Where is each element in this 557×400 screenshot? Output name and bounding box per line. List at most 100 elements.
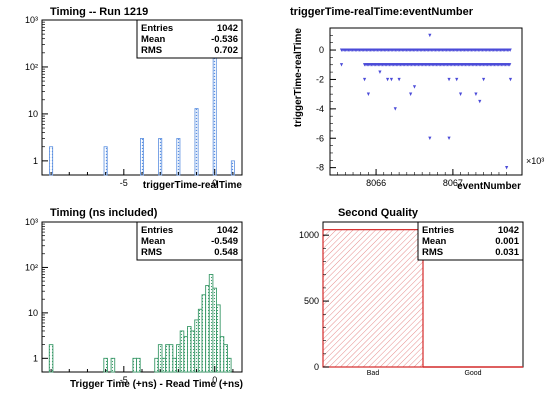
p3-bin: [183, 336, 188, 373]
p2-y-tick-label: 0: [319, 45, 324, 55]
p3-bin: [194, 319, 199, 373]
p3-mean-label: Mean: [141, 236, 165, 247]
p1-mean-label: Mean: [141, 34, 165, 45]
p3-bin: [190, 330, 196, 373]
p3-bin: [110, 357, 116, 373]
p1-axes: 1 10 10² 10³ -5 0: [25, 15, 234, 188]
p4-axes: 0 500 1000 Bad Good: [299, 230, 482, 377]
p3-bin: [205, 285, 210, 373]
p2-point: [362, 77, 367, 82]
p4-mean-value: 0.001: [495, 236, 519, 247]
p2-y-tick-label: -2: [316, 74, 324, 84]
p1-xlabel: triggerTime-realTime: [143, 180, 243, 191]
p1-entries-label: Entries: [141, 23, 173, 34]
y-tick-label: 1: [33, 353, 38, 363]
p3-bin: [216, 304, 221, 373]
p3-bin: [157, 344, 163, 373]
p2-point: [412, 85, 417, 89]
p2-point: [482, 77, 486, 82]
p1-bar: [158, 138, 163, 176]
p3-bin: [201, 294, 207, 373]
p3-bin: [197, 308, 203, 373]
x-tick-label: 0: [212, 178, 217, 188]
p3-mean-value: -0.549: [211, 236, 238, 247]
p2-point: [409, 92, 413, 96]
p1-entries-value: 1042: [217, 23, 238, 34]
p2-point: [474, 92, 478, 96]
p4-y-tick-label: 0: [314, 362, 319, 372]
p3-entries-value: 1042: [217, 225, 238, 236]
y-tick-label: 10³: [25, 217, 38, 227]
p1-title: Timing -- Run 1219: [50, 6, 148, 18]
p1-bar: [103, 146, 108, 176]
p4-rms-value: 0.031: [495, 247, 519, 258]
y-tick-label: 10: [28, 109, 38, 119]
p3-xlabel: Trigger Time (+ns) - Read Time (+ns): [70, 379, 243, 390]
p2-point: [508, 63, 512, 67]
p3-histogram: [48, 274, 232, 373]
p3-bin: [223, 344, 228, 373]
p4-category-label: Good: [464, 370, 481, 377]
x-tick-label: 0: [212, 375, 217, 385]
p3-axes: 1 10 10² 10³ -5 0: [25, 217, 234, 385]
timing-run-histogram: Timing -- Run 1219 1 10 10² 10³ -5 0 triggerT…: [25, 6, 243, 191]
p2-xlabel: eventNumber: [457, 181, 521, 192]
p2-point: [508, 77, 513, 82]
p2-point: [505, 166, 509, 170]
p2-y-tick-label: -4: [316, 104, 324, 114]
p4-bar: [322, 229, 424, 368]
p3-stats-box: Entries 1042 Mean -0.549 RMS 0.548: [136, 221, 243, 261]
p3-bin: [154, 357, 159, 373]
p4-title: Second Quality: [338, 207, 419, 219]
p3-entries-label: Entries: [141, 225, 173, 236]
p4-rms-label: RMS: [422, 247, 443, 258]
trigger-vs-event-scatter: triggerTime-realTime:eventNumber 0 -2 -4 -6…: [290, 6, 544, 192]
p2-point: [339, 63, 344, 67]
p3-bin: [227, 357, 232, 373]
p1-bar: [176, 138, 181, 176]
p2-points: [339, 33, 513, 170]
p3-bin: [187, 326, 192, 373]
p1-stats-box: Entries 1042 Mean -0.536 RMS 0.702: [136, 19, 243, 59]
p3-rms-value: 0.548: [214, 247, 238, 258]
p2-y-tick-label: -8: [316, 163, 324, 173]
p4-stats-box: Entries 1042 Mean 0.001 RMS 0.031: [417, 221, 524, 261]
y-tick-label: 1: [33, 156, 38, 166]
p3-rms-label: RMS: [141, 247, 162, 258]
p2-x-tick-label: 8066: [366, 178, 386, 188]
p3-bin: [212, 287, 217, 373]
p3-bin: [165, 344, 170, 373]
p1-rms-value: 0.702: [214, 45, 238, 56]
x-tick-label: -5: [120, 375, 128, 385]
p1-bar: [49, 146, 54, 176]
p2-point: [389, 77, 394, 82]
p4-entries-value: 1042: [498, 225, 519, 236]
p1-bar: [194, 108, 199, 176]
p4-bars: [322, 229, 523, 368]
p2-point: [478, 99, 482, 104]
p4-y-tick-label: 500: [304, 296, 319, 306]
p2-point: [447, 136, 451, 141]
p2-point: [397, 77, 401, 82]
p1-bar: [139, 138, 144, 176]
p2-point: [386, 77, 390, 82]
y-tick-label: 10³: [25, 15, 38, 25]
p4-y-tick-label: 1000: [299, 230, 319, 240]
p2-point: [458, 92, 463, 96]
timing-ns-histogram: Timing (ns included) 1 10 10² 10³ -5 0 Trigge…: [25, 207, 243, 390]
p2-point: [455, 77, 459, 82]
p2-x-multiplier: ×10³: [526, 156, 544, 166]
y-tick-label: 10²: [25, 262, 38, 272]
p3-bin: [208, 274, 214, 373]
p3-bin: [48, 344, 54, 373]
y-tick-label: 10: [28, 308, 38, 318]
p2-point: [393, 107, 397, 111]
p1-rms-label: RMS: [141, 45, 162, 56]
p3-bin: [132, 357, 137, 373]
p3-bin: [179, 330, 185, 373]
p3-bin: [168, 344, 174, 373]
p2-point: [428, 136, 432, 141]
p2-x-tick-label: 8067: [443, 178, 463, 188]
p3-bin: [176, 344, 181, 373]
